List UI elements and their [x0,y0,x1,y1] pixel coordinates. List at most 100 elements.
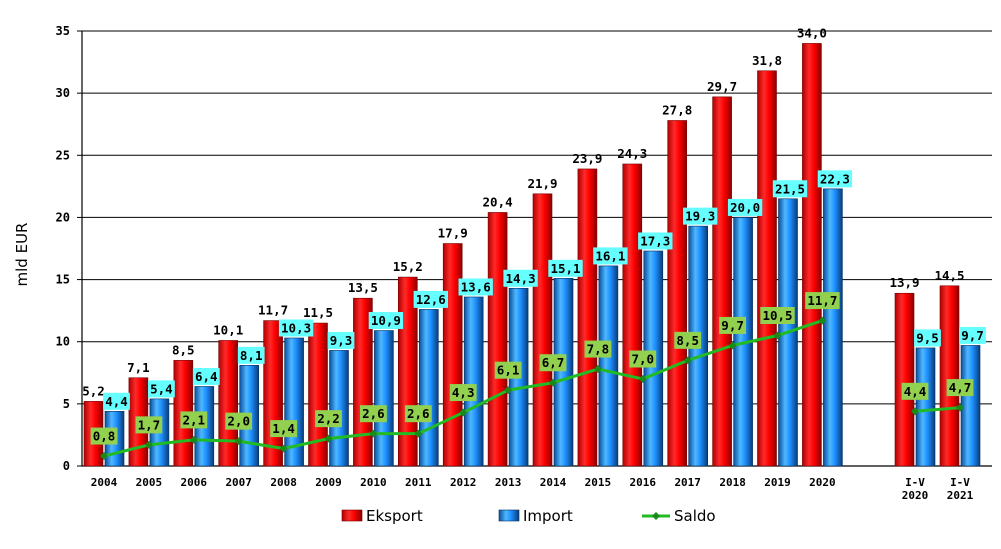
label-import: 20,0 [727,198,763,216]
x-tick-label: 2015 [585,476,612,489]
label-import-text: 9,3 [330,333,353,348]
label-saldo: 4,7 [946,379,974,397]
label-import-bg [772,180,808,198]
label-saldo-text: 4,3 [452,385,475,400]
legend-marker-saldo [652,512,660,520]
x-tick-label-line: 2009 [315,476,342,489]
bar-eksport [802,43,822,467]
label-saldo: 2,1 [180,411,208,429]
marker-saldo [593,365,602,374]
legend-item-import: Import [498,507,573,525]
label-saldo: 7,8 [584,340,612,358]
bar-eksport [712,96,732,467]
label-import-text: 14,3 [506,271,536,286]
label-import-bg [638,232,673,250]
label-saldo: 2,2 [315,410,342,428]
marker-saldo [234,437,243,446]
label-saldo-bg [674,331,702,349]
label-eksport: 27,8 [662,102,692,117]
x-tick-label: 2006 [181,476,208,489]
label-import-text: 9,5 [916,330,939,345]
label-saldo: 9,7 [719,316,746,334]
label-saldo-text: 4,4 [904,384,927,399]
x-tick-label: 2020 [809,476,836,489]
x-tick-label-line: 2015 [585,476,612,489]
marker-saldo [683,356,692,365]
label-eksport: 17,9 [438,226,468,241]
label-import-text: 6,4 [195,369,218,384]
label-import-bg [503,269,538,287]
bar-eksport [757,70,777,467]
label-saldo-bg [760,307,795,324]
y-tick-label: 5 [63,397,70,411]
label-eksport: 31,8 [752,53,782,68]
label-saldo-text: 10,5 [762,308,792,323]
x-tick-label: 2005 [136,476,163,489]
label-import: 14,3 [503,269,538,287]
x-tick-label: 2013 [495,476,522,489]
label-saldo-text: 7,8 [587,342,610,357]
label-saldo-bg [180,411,208,429]
label-eksport: 11,7 [258,303,288,318]
label-saldo-bg [449,384,477,402]
label-import-text: 10,9 [371,313,401,328]
label-import-text: 10,3 [281,320,311,335]
x-tick-label: 2009 [315,476,342,489]
x-tick-label-line: 2020 [809,476,836,489]
x-tick-label-line: 2007 [225,476,252,489]
bar-import [960,345,981,467]
legend-label-saldo: Saldo [674,507,716,525]
label-import: 9,7 [959,326,986,344]
label-saldo-bg [135,416,163,434]
label-import-text: 9,7 [961,328,984,343]
label-eksport: 14,5 [934,268,964,283]
marker-saldo [728,341,737,350]
label-saldo-bg [539,354,567,372]
label-eksport: 23,9 [572,151,602,166]
label-saldo-bg [805,292,840,310]
y-tick-label: 10 [56,335,70,349]
bar-import [598,265,619,467]
label-saldo-text: 4,7 [949,380,972,395]
marker-saldo [638,375,647,383]
label-saldo-bg [360,405,387,423]
legend-label-eksport: Eksport [366,507,423,525]
label-import-text: 5,4 [150,381,173,396]
marker-saldo [773,331,782,340]
label-import: 17,3 [638,232,673,250]
label-saldo-bg [584,340,612,358]
x-tick-label: 2004 [91,476,118,489]
label-saldo-text: 1,4 [272,421,295,436]
label-saldo-text: 2,6 [407,406,430,421]
y-tick-label: 15 [56,273,70,287]
label-saldo-bg [629,350,657,368]
label-import-bg [192,367,220,385]
x-tick-label-line: I-V [905,476,925,489]
x-tick-label: 2016 [630,476,657,489]
label-saldo: 4,3 [449,384,477,402]
label-eksport: 10,1 [213,322,243,337]
x-tick-label-line: 2016 [630,476,657,489]
x-tick-label: 2017 [674,476,701,489]
label-import: 21,5 [772,180,808,198]
label-import-bg [683,207,718,225]
line-saldo [914,406,961,413]
label-saldo: 4,4 [901,382,929,400]
label-import: 13,6 [458,278,493,296]
label-import: 19,3 [683,207,718,225]
label-saldo: 7,0 [629,350,657,368]
bar-eksport [939,285,960,467]
label-saldo-bg [270,420,297,438]
label-saldo-bg [315,410,342,428]
label-import-text: 21,5 [775,181,805,196]
label-import: 9,5 [914,329,941,347]
label-saldo-text: 2,2 [317,411,340,426]
label-saldo-bg [901,382,929,400]
legend-label-import: Import [523,507,573,525]
label-import-bg [327,331,355,349]
label-import-text: 13,6 [461,279,491,294]
x-tick-label: 2008 [270,476,297,489]
label-import-bg [148,380,175,398]
legend-item-eksport: Eksport [341,507,423,525]
label-import: 6,4 [192,367,220,385]
